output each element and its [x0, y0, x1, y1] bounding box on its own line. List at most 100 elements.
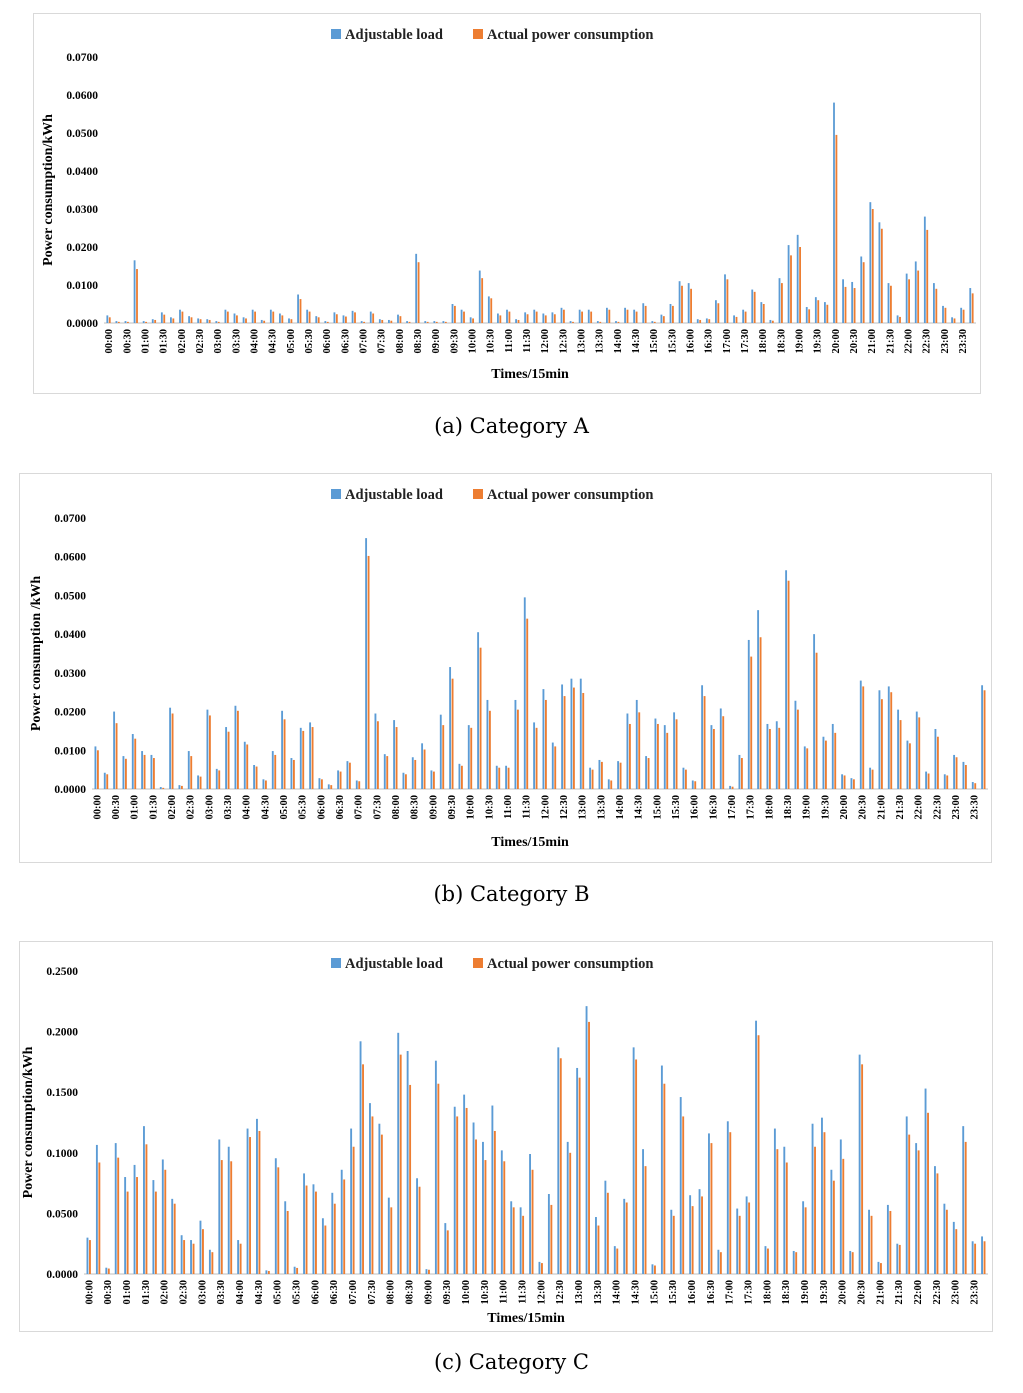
chart-a-bar-adjustable: [215, 321, 218, 323]
chart-c-bar-adjustable: [547, 1194, 550, 1274]
caption-category-a: (a) Category A: [434, 414, 589, 438]
chart-a-bar-actual: [136, 269, 138, 323]
chart-b-bar-adjustable: [607, 779, 610, 789]
chart-b-bar-actual: [302, 730, 305, 789]
chart-b-xtick: 04:00: [242, 795, 253, 820]
chart-a-bar-actual: [926, 229, 929, 323]
chart-c-bar-adjustable: [190, 1240, 192, 1274]
chart-c-xtick: 21:30: [894, 1280, 905, 1305]
chart-b-xtick: 05:30: [298, 795, 309, 820]
chart-a-bar-adjustable: [833, 102, 835, 323]
chart-b-ylabel: Power consumption /kWh: [29, 576, 44, 732]
chart-a-bar-actual: [753, 291, 756, 323]
chart-a-xtick: 22:00: [904, 329, 915, 354]
chart-c-bar-adjustable: [265, 1270, 268, 1274]
chart-a-bar-actual: [817, 300, 820, 323]
chart-a-bar-adjustable: [778, 278, 781, 323]
chart-b-bar-adjustable: [943, 774, 946, 789]
chart-b-xtick: 15:30: [671, 795, 682, 820]
chart-c-bar-adjustable: [369, 1103, 371, 1274]
chart-b-bar-actual: [638, 712, 641, 789]
chart-a-bar-adjustable: [106, 315, 109, 323]
chart-a-bar-actual: [254, 311, 256, 323]
chart-b-xtick: 13:30: [596, 795, 607, 820]
chart-b-bar-actual: [843, 775, 846, 789]
chart-c-bar-actual: [183, 1240, 186, 1274]
chart-b-bar-actual: [852, 779, 855, 789]
chart-b-bar-adjustable: [234, 705, 237, 789]
chart-c-bar-adjustable: [736, 1208, 739, 1274]
chart-a-bar-actual: [444, 321, 447, 323]
chart-b-bar-actual: [395, 727, 398, 789]
chart-b-bar-adjustable: [551, 742, 554, 789]
chart-a-bar-actual: [117, 321, 120, 323]
chart-b-bar-adjustable: [906, 740, 909, 789]
chart-a-bar-actual: [844, 286, 847, 323]
chart-b-bar-actual: [899, 720, 902, 789]
chart-a-bar-actual: [626, 309, 629, 323]
chart-a-bar-adjustable: [787, 245, 790, 323]
chart-c-bar-adjustable: [256, 1118, 258, 1274]
chart-a-bar-actual: [145, 321, 147, 323]
chart-b-xtick: 15:00: [652, 795, 663, 820]
chart-a-bar-actual: [808, 309, 811, 323]
chart-b-bar-actual: [535, 727, 538, 789]
chart-c-bar-actual: [814, 1146, 816, 1274]
chart-a-bar-actual: [290, 319, 293, 323]
chart-b-bar-adjustable: [449, 667, 452, 789]
chart-a-bar-actual: [499, 315, 502, 323]
chart-b-bar-actual: [946, 775, 949, 789]
chart-c-bar-adjustable: [406, 1050, 409, 1274]
chart-a-xtick: 22:30: [922, 329, 933, 354]
chart-c-bar-actual: [145, 1144, 148, 1274]
chart-b-bar-actual: [656, 723, 659, 789]
chart-b-bar-adjustable: [701, 685, 704, 789]
chart-a-bar-adjustable: [533, 309, 536, 323]
chart-c-bar-adjustable: [529, 1154, 531, 1274]
chart-c-ytick: 0.2000: [46, 1027, 78, 1039]
chart-c-bar-actual: [126, 1191, 129, 1274]
chart-c-bar-actual: [569, 1152, 572, 1274]
chart-a-bar-adjustable: [742, 309, 745, 323]
chart-b-xtick: 06:00: [316, 795, 327, 820]
chart-b-bar-actual: [96, 750, 99, 789]
chart-a-bar-adjustable: [197, 318, 200, 323]
chart-a-ytick: 0.0100: [66, 280, 98, 292]
chart-b-xtick: 01:30: [148, 795, 159, 820]
chart-b-bar-adjustable: [374, 713, 377, 789]
chart-c-bar-actual: [136, 1177, 138, 1274]
chart-c-bar-actual: [512, 1207, 515, 1274]
chart-c-bar-adjustable: [434, 1060, 437, 1274]
chart-b-bar-actual: [283, 719, 286, 789]
chart-a-bar-actual: [463, 311, 465, 323]
chart-c-xtick: 18:30: [781, 1280, 792, 1305]
chart-b-bar-actual: [526, 618, 529, 789]
chart-b-legend-swatch-adjustable: [331, 489, 341, 499]
chart-c-bar-adjustable: [152, 1180, 155, 1274]
chart-a-xtick: 07:00: [359, 329, 370, 354]
chart-a-bar-actual: [172, 318, 175, 323]
chart-c-bar-adjustable: [463, 1094, 466, 1274]
chart-c-xtick: 17:30: [744, 1280, 755, 1305]
chart-c-bar-actual: [842, 1158, 845, 1274]
chart-a-bar-actual: [526, 314, 529, 323]
chart-b-bar-actual: [731, 786, 734, 789]
chart-b-bar-adjustable: [299, 727, 302, 789]
chart-c-xtick: 01:30: [141, 1280, 152, 1305]
chart-c-bar-adjustable: [284, 1201, 287, 1274]
chart-a-bar-actual: [744, 311, 747, 323]
chart-c-bar-adjustable: [595, 1217, 597, 1274]
caption-category-c: (c) Category C: [433, 1350, 589, 1374]
chart-b-ytick: 0.0300: [54, 668, 86, 680]
chart-a-xtick: 11:00: [504, 329, 515, 353]
chart-a-bar-actual: [426, 321, 429, 323]
chart-c-bar-actual: [98, 1162, 101, 1274]
chart-b-bar-actual: [376, 721, 379, 789]
chart-b-bar-actual: [292, 759, 295, 789]
chart-b-bar-adjustable: [439, 714, 442, 789]
chart-a-xtick: 19:30: [813, 329, 824, 354]
chart-b-bar-adjustable: [355, 780, 358, 789]
chart-a-xtick: 01:30: [159, 329, 170, 354]
chart-c-bar-actual: [239, 1243, 242, 1274]
chart-c-bar-actual: [202, 1229, 204, 1274]
